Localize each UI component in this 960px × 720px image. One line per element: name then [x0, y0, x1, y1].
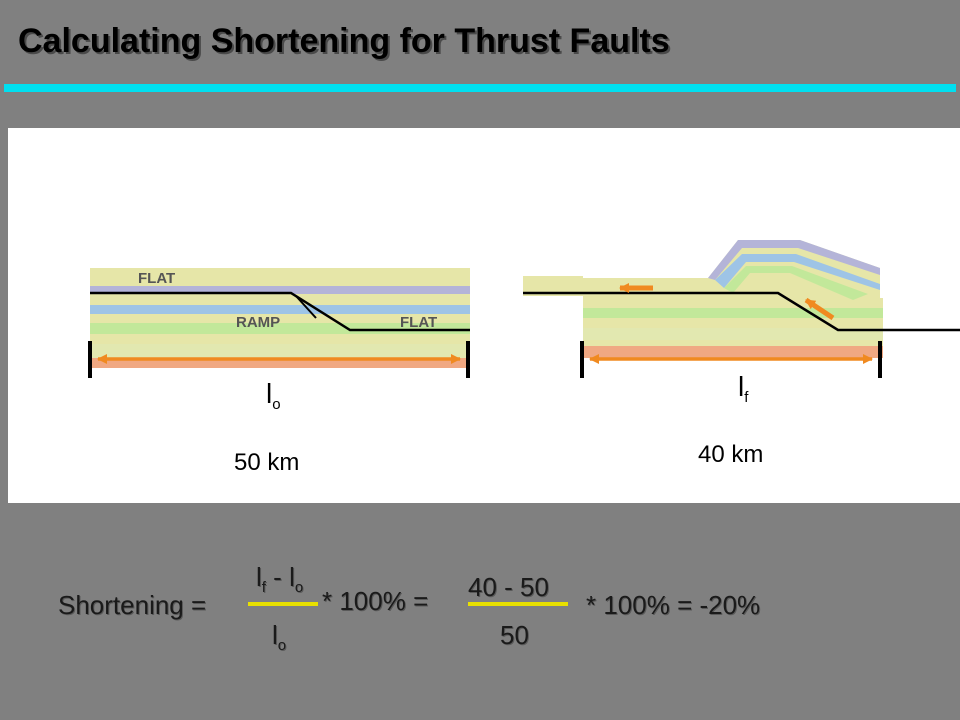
formula-result: * 100% = -20%: [586, 590, 761, 620]
ramp-leader: [295, 295, 317, 319]
slide-title: Calculating Shortening for Thrust Faults: [18, 22, 670, 60]
title-underline: [4, 84, 956, 92]
fraction-bar-2: [468, 602, 568, 606]
formula-numerator: lf - lo: [256, 562, 304, 596]
layer-blue: [90, 305, 470, 314]
slip-arrow-ramp: [804, 297, 835, 321]
layer-tan: [90, 294, 470, 305]
layer-lilac: [90, 286, 470, 294]
undeformed-section: FLAT RAMP FLAT: [90, 268, 470, 368]
formula-label: Shortening =: [58, 590, 207, 620]
flat-label-bottom: FLAT: [400, 314, 437, 331]
diagram-panel: FLAT RAMP FLAT: [8, 128, 960, 503]
formula-denominator-value: 50: [500, 620, 529, 650]
layer-green-light: [90, 344, 470, 358]
measure-bar-before: [88, 341, 470, 378]
thrust-fault-diagram: FLAT RAMP FLAT: [88, 240, 960, 378]
hanging-wall-green: [724, 266, 868, 300]
original-length-value: 50 km: [234, 449, 300, 476]
formula-numerator-values: 40 - 50: [468, 572, 549, 602]
hanging-wall-lilac: [708, 240, 880, 280]
layer-tan-top: [90, 268, 470, 286]
deformed-section: [523, 240, 960, 358]
fraction-bar-1: [248, 602, 318, 606]
final-length-symbol: lf: [738, 371, 749, 406]
measure-bar-after: [580, 341, 882, 378]
original-length-symbol: lo: [266, 378, 281, 413]
formula-times-1: * 100% =: [322, 586, 429, 616]
flat-label-top: FLAT: [138, 270, 175, 287]
thrust-fault-trace: [523, 291, 960, 332]
footwall-base: [583, 346, 883, 358]
footwall-light: [583, 328, 883, 340]
hanging-wall-blue: [715, 254, 880, 290]
footwall-green: [583, 308, 883, 318]
ramp-label: RAMP: [236, 314, 280, 331]
fault-trace: [90, 291, 470, 332]
layer-green: [90, 323, 470, 334]
hanging-wall-flat: [523, 276, 583, 296]
layer-tan: [90, 314, 470, 323]
final-length-value: 40 km: [698, 441, 764, 468]
layer-tan: [90, 334, 470, 344]
formula-denominator: lo: [272, 620, 287, 654]
